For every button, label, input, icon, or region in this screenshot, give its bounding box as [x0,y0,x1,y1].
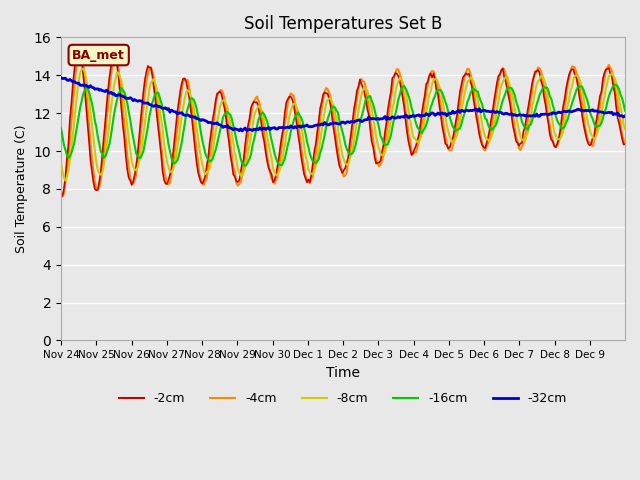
Legend: -2cm, -4cm, -8cm, -16cm, -32cm: -2cm, -4cm, -8cm, -16cm, -32cm [114,387,572,410]
Title: Soil Temperatures Set B: Soil Temperatures Set B [244,15,442,33]
Y-axis label: Soil Temperature (C): Soil Temperature (C) [15,125,28,253]
X-axis label: Time: Time [326,366,360,380]
Text: BA_met: BA_met [72,48,125,61]
